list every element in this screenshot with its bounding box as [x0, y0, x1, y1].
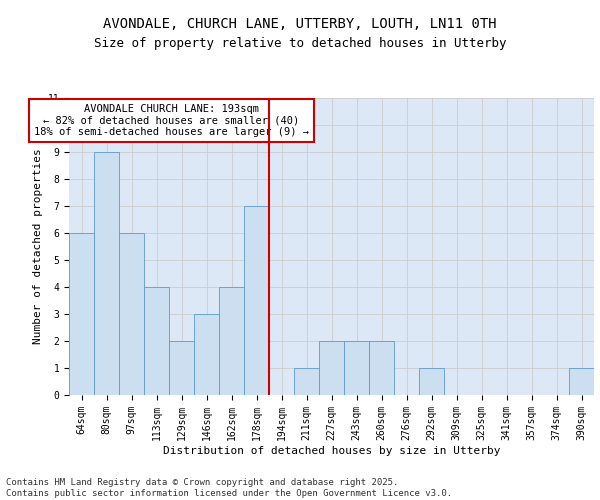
Bar — [244, 206, 269, 395]
Text: AVONDALE, CHURCH LANE, UTTERBY, LOUTH, LN11 0TH: AVONDALE, CHURCH LANE, UTTERBY, LOUTH, L… — [103, 18, 497, 32]
Bar — [419, 368, 444, 395]
Bar — [344, 341, 369, 395]
Bar — [194, 314, 219, 395]
Bar — [294, 368, 319, 395]
Y-axis label: Number of detached properties: Number of detached properties — [34, 148, 43, 344]
Bar — [94, 152, 119, 395]
Bar — [144, 287, 169, 395]
Bar — [169, 341, 194, 395]
X-axis label: Distribution of detached houses by size in Utterby: Distribution of detached houses by size … — [163, 446, 500, 456]
Bar — [319, 341, 344, 395]
Bar — [569, 368, 594, 395]
Bar — [219, 287, 244, 395]
Text: Contains HM Land Registry data © Crown copyright and database right 2025.
Contai: Contains HM Land Registry data © Crown c… — [6, 478, 452, 498]
Text: Size of property relative to detached houses in Utterby: Size of property relative to detached ho… — [94, 38, 506, 51]
Bar — [369, 341, 394, 395]
Bar — [69, 232, 94, 395]
Bar — [119, 232, 144, 395]
Text: AVONDALE CHURCH LANE: 193sqm
← 82% of detached houses are smaller (40)
18% of se: AVONDALE CHURCH LANE: 193sqm ← 82% of de… — [34, 104, 309, 137]
